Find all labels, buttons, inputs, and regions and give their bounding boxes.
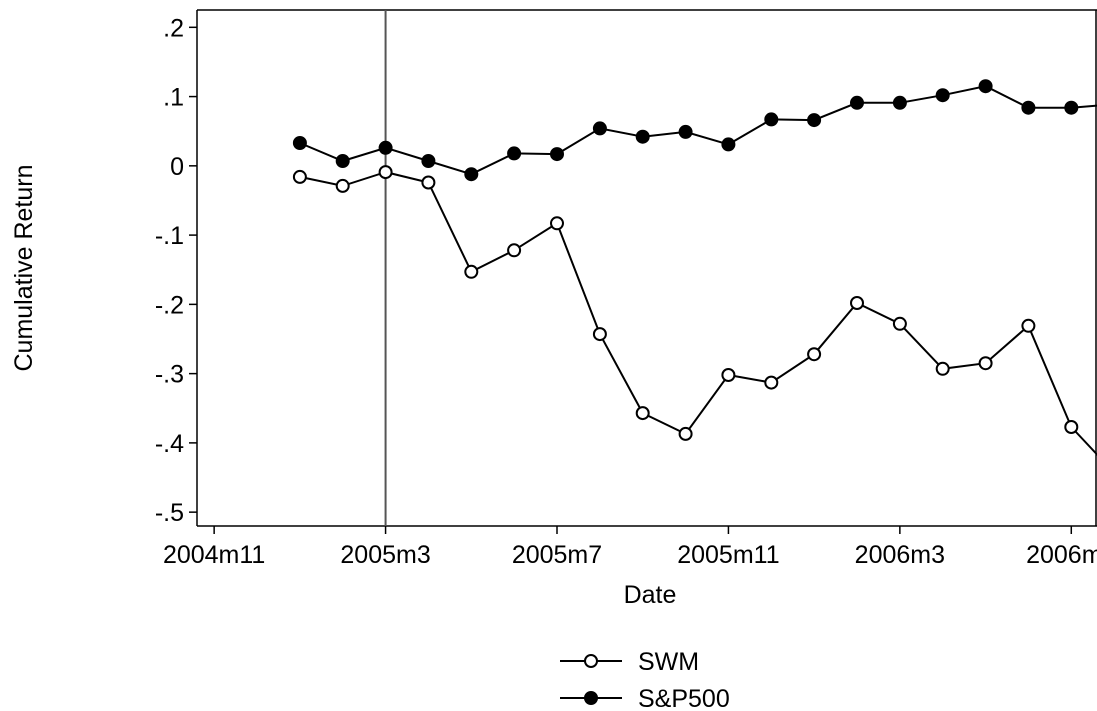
series-line-sp500 — [299, 85, 1097, 176]
sp500-point — [550, 147, 564, 162]
x-tick-label: 2004m11 — [163, 541, 265, 569]
swm-point — [978, 356, 993, 371]
swm-point — [1064, 420, 1079, 434]
y-tick-label: -.4 — [155, 430, 184, 458]
swm-point — [678, 426, 693, 441]
series-line-swm — [299, 171, 1097, 456]
swm-point — [507, 243, 522, 258]
sp500-point — [421, 154, 436, 168]
sp500-point — [335, 154, 350, 168]
sp500-point — [592, 121, 607, 136]
swm-point — [721, 368, 736, 382]
sp500-point — [1064, 100, 1079, 115]
swm-point — [764, 375, 779, 390]
x-tick-label: 2006m7 — [1026, 541, 1097, 569]
sp500-point — [892, 95, 907, 110]
legend-marker — [584, 654, 598, 668]
sp500-point — [978, 79, 993, 94]
sp500-point — [507, 146, 522, 161]
swm-point — [464, 264, 479, 279]
y-tick-label: .1 — [163, 84, 184, 112]
sp500-point — [292, 136, 307, 150]
legend: SWM S&P500 — [560, 648, 730, 711]
swm-point — [378, 165, 393, 180]
y-tick-label: -.2 — [155, 291, 184, 319]
x-tick-label: 2006m3 — [855, 541, 945, 569]
y-tick-label: .2 — [163, 14, 184, 42]
sp500-point — [678, 124, 693, 139]
x-tick-label: 2005m3 — [340, 541, 430, 569]
swm-point — [935, 361, 950, 376]
swm-point — [421, 175, 436, 190]
y-axis-label: Cumulative Return — [10, 164, 38, 371]
swm-point — [292, 169, 307, 184]
y-tick-label: 0 — [170, 153, 184, 181]
y-tick-label: -.5 — [155, 499, 184, 527]
sp500-point — [635, 129, 650, 144]
swm-point — [807, 347, 822, 362]
sp500-point — [850, 95, 864, 110]
swm-point — [550, 216, 564, 231]
legend-marker — [584, 691, 598, 705]
sp500-point — [378, 140, 393, 155]
legend-label: S&P500 — [638, 685, 730, 711]
x-axis-label: Date — [624, 581, 677, 609]
swm-point — [335, 178, 350, 193]
sp500-point — [807, 113, 822, 128]
x-tick-label: 2005m7 — [512, 541, 602, 569]
sp500-point — [935, 88, 950, 103]
sp500-point — [464, 167, 479, 182]
legend-label: SWM — [638, 648, 699, 676]
swm-point — [1021, 318, 1036, 333]
y-tick-label: -.1 — [155, 222, 184, 250]
sp500-point — [721, 137, 736, 152]
swm-point — [892, 316, 907, 331]
y-tick-label: -.3 — [155, 361, 184, 389]
swm-point — [850, 296, 864, 310]
plot-area: .2 .1 0 -.1 -.2 -.3 -.4 -.5 2004m11 2005m3 2005m7 2… — [155, 9, 1097, 569]
sp500-point — [1021, 100, 1036, 115]
swm-point — [592, 327, 607, 342]
sp500-point — [764, 112, 779, 127]
x-tick-label: 2005m11 — [677, 541, 779, 569]
swm-point — [635, 406, 650, 421]
